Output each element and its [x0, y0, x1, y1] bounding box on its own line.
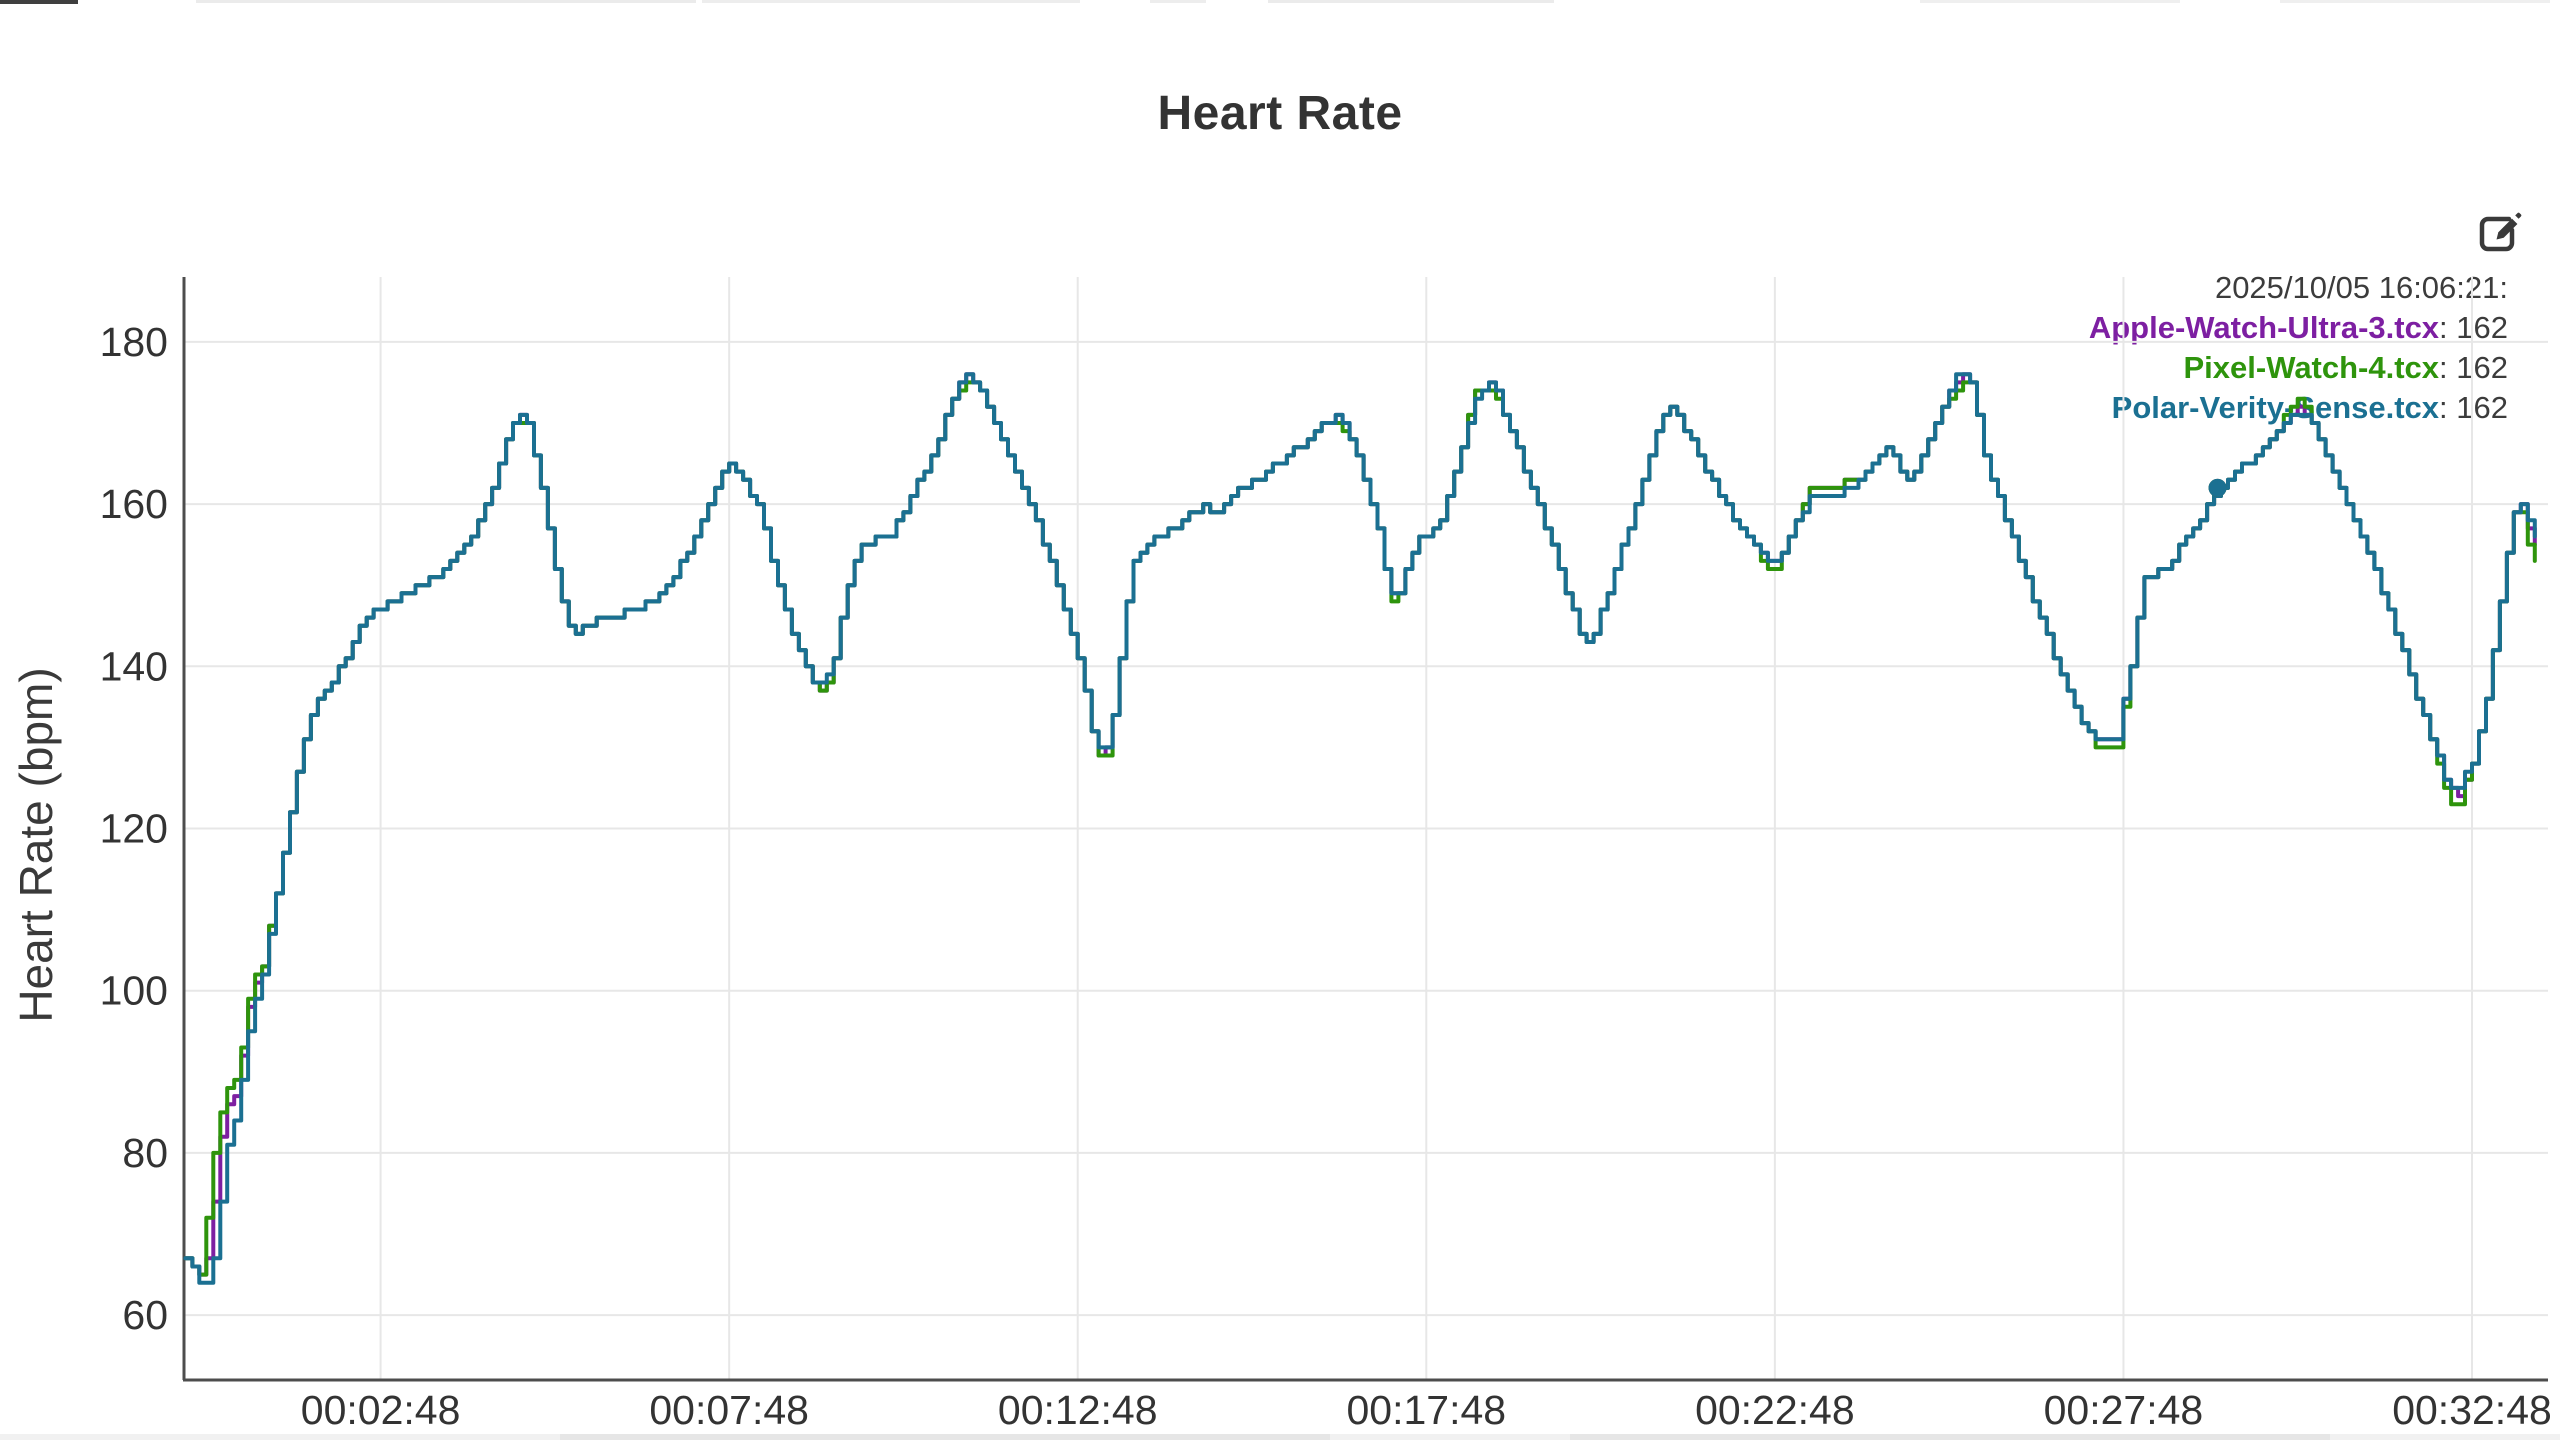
legend-series-value: : 162: [2439, 310, 2508, 345]
y-tick-label: 180: [100, 319, 168, 365]
y-tick-label: 80: [122, 1130, 168, 1176]
legend-row-2[interactable]: Polar-Verity-Sense.tcx: 162: [2089, 388, 2508, 428]
legend-series-value: : 162: [2439, 350, 2508, 385]
x-tick-label: 00:02:48: [301, 1387, 461, 1433]
cursor-dot: [2208, 478, 2227, 497]
y-tick-label: 60: [122, 1292, 168, 1338]
x-tick-label: 00:32:48: [2392, 1387, 2552, 1433]
series-line-Apple-Watch-Ultra-3.tcx: [183, 372, 2537, 1277]
x-tick-label: 00:27:48: [2044, 1387, 2204, 1433]
y-tick-label: 100: [100, 968, 168, 1014]
legend-series-label[interactable]: Polar-Verity-Sense.tcx: [2111, 390, 2440, 425]
cursor-timestamp: 2025/10/05 16:06:21:: [2214, 270, 2508, 305]
chart-title: Heart Rate: [1157, 87, 1403, 140]
y-tick-label: 160: [100, 481, 168, 527]
x-tick-label: 00:17:48: [1346, 1387, 1506, 1433]
cursor-legend: 2025/10/05 16:06:21: Apple-Watch-Ultra-3…: [2089, 268, 2508, 428]
legend-row-1[interactable]: Pixel-Watch-4.tcx: 162: [2089, 348, 2509, 388]
legend-series-label[interactable]: Apple-Watch-Ultra-3.tcx: [2088, 310, 2440, 345]
legend-row-0[interactable]: Apple-Watch-Ultra-3.tcx: 162: [2089, 308, 2508, 348]
y-axis-title: Heart Rate (bpm): [10, 667, 62, 1022]
y-tick-label: 140: [100, 643, 168, 689]
x-tick-label: 00:12:48: [998, 1387, 1158, 1433]
x-tick-label: 00:07:48: [649, 1387, 809, 1433]
series-line-Polar-Verity-Sense.tcx: [183, 372, 2537, 1285]
edit-icon[interactable]: [2476, 210, 2524, 258]
x-tick-label: 00:22:48: [1695, 1387, 1855, 1433]
legend-series-value: : 162: [2439, 390, 2508, 425]
y-tick-label: 120: [100, 806, 168, 852]
legend-series-label[interactable]: Pixel-Watch-4.tcx: [2183, 350, 2440, 385]
